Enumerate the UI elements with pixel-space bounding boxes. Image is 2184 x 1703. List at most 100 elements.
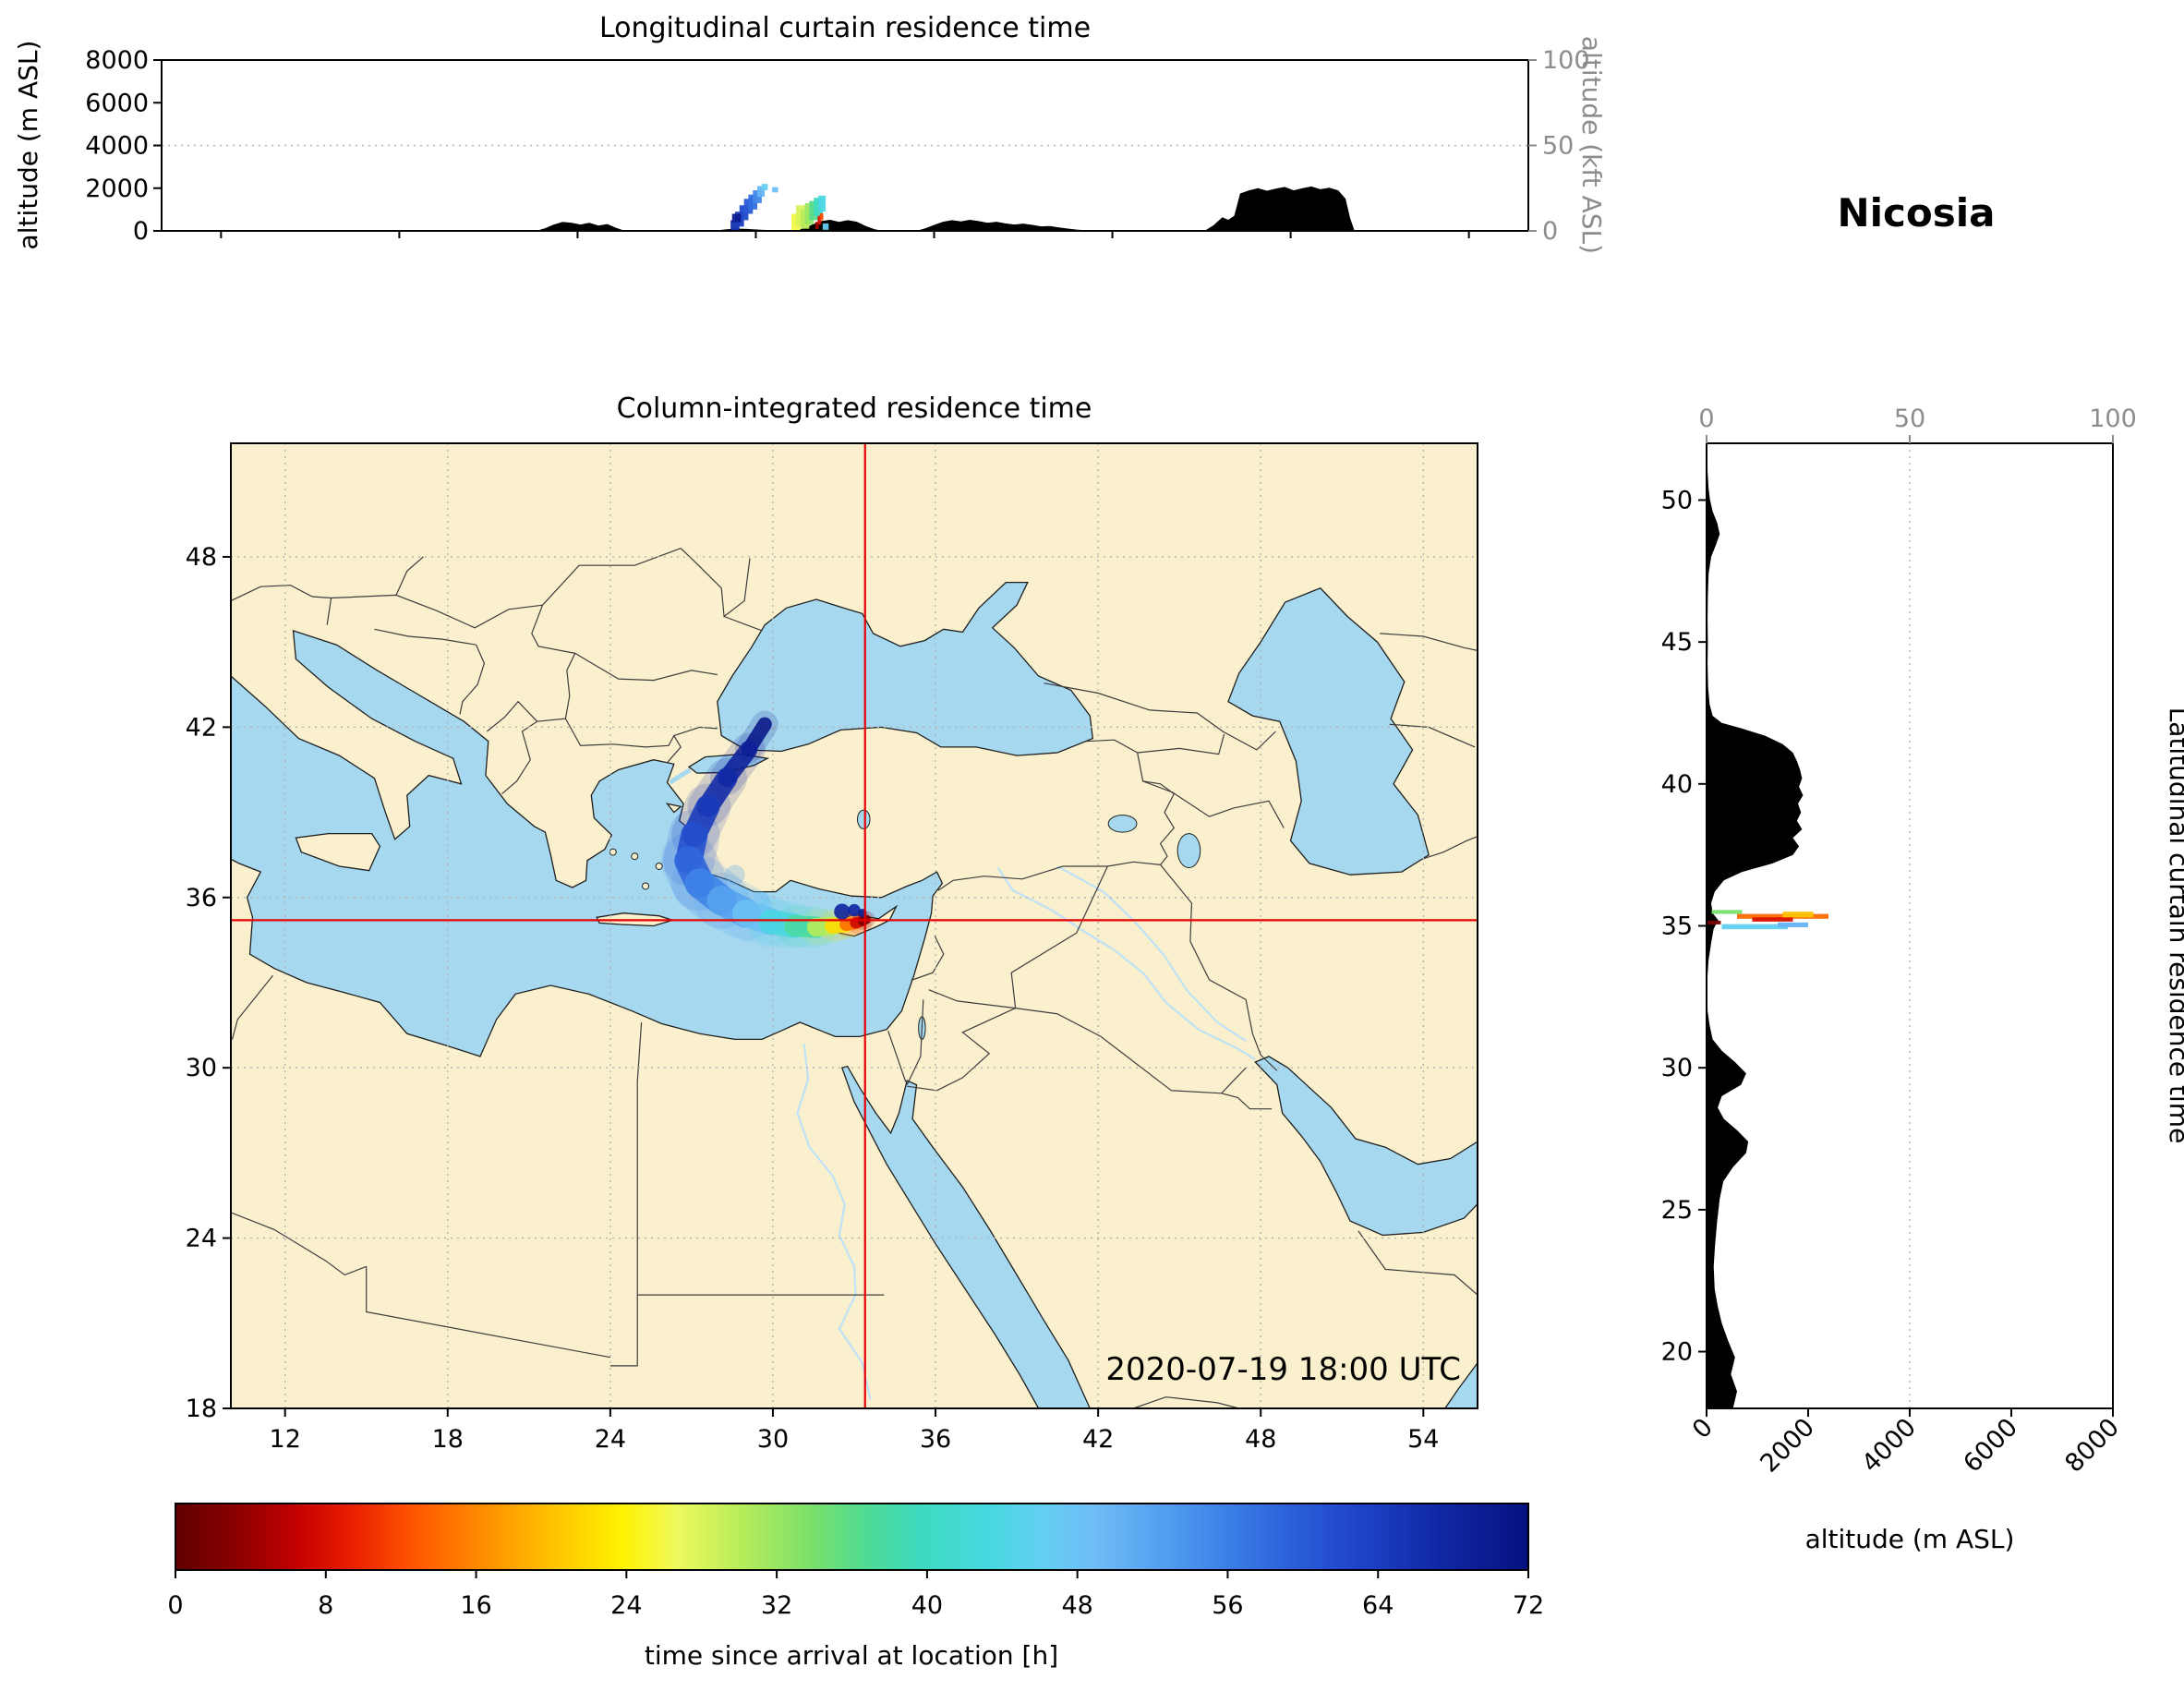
country-border bbox=[1142, 780, 1285, 828]
tick-label: 56 bbox=[1212, 1591, 1243, 1620]
residence-cell bbox=[819, 213, 824, 221]
country-border bbox=[395, 556, 424, 596]
residence-cell bbox=[1711, 910, 1743, 914]
colorbar-gradient bbox=[175, 1503, 1529, 1571]
tick-label: 48 bbox=[1245, 1425, 1276, 1454]
longitudinal-ylabel: altitude (m ASL) bbox=[13, 41, 43, 250]
tick-label: 18 bbox=[186, 1395, 217, 1423]
residence-cell bbox=[753, 190, 762, 203]
longitudinal-curtain-panel: 0 2000 4000 6000 8000 0 50 100 Longitudinal cur… bbox=[13, 12, 1607, 254]
tick-label: 32 bbox=[761, 1591, 792, 1620]
tick-label: 6000 bbox=[85, 89, 149, 117]
country-border bbox=[374, 628, 477, 646]
red-sea bbox=[840, 1065, 1092, 1408]
colorbar-ticks: 0 8 16 24 32 40 48 56 64 72 bbox=[167, 1570, 1544, 1620]
map-residence-plume bbox=[661, 710, 875, 949]
country-border bbox=[928, 989, 1016, 1009]
tick-label: 0 bbox=[1698, 405, 1714, 433]
country-border bbox=[231, 1212, 367, 1276]
country-border bbox=[887, 1031, 907, 1082]
latitudinal-right-label: Latitudinal curtain residence time bbox=[2164, 707, 2184, 1144]
small-island bbox=[642, 882, 650, 890]
tick-label: 30 bbox=[186, 1054, 217, 1082]
country-border bbox=[1421, 836, 1478, 860]
longitudinal-title: Longitudinal curtain residence time bbox=[599, 12, 1091, 44]
latitudinal-residence-cells bbox=[1707, 910, 1828, 930]
residence-cell bbox=[1778, 922, 1808, 928]
sicily-island bbox=[295, 832, 381, 872]
country-border bbox=[1389, 723, 1476, 748]
plume-blob bbox=[848, 903, 861, 917]
longitudinal-y2label: altitude (kft ASL) bbox=[1576, 36, 1607, 254]
residence-cell bbox=[1707, 920, 1721, 924]
colorbar-panel: 0 8 16 24 32 40 48 56 64 72 time since arrival at… bbox=[167, 1503, 1544, 1671]
plume-blob bbox=[725, 864, 745, 885]
country-border bbox=[366, 1266, 611, 1359]
country-border bbox=[331, 594, 543, 629]
tick-label: 36 bbox=[920, 1425, 951, 1454]
caspian-sea bbox=[1227, 587, 1430, 876]
tick-label: 12 bbox=[270, 1425, 301, 1454]
tick-label: 45 bbox=[1661, 628, 1693, 657]
residence-cell bbox=[739, 205, 749, 221]
country-border bbox=[531, 604, 575, 654]
residence-cell bbox=[1782, 912, 1814, 918]
map-title: Column-integrated residence time bbox=[617, 393, 1092, 425]
tick-label: 42 bbox=[1082, 1425, 1114, 1454]
map-ticks: 12 18 24 30 36 42 48 54 18 24 30 36 42 48 bbox=[186, 543, 1440, 1454]
residence-cell bbox=[814, 222, 819, 230]
country-border bbox=[1137, 733, 1225, 755]
longitudinal-terrain-silhouette bbox=[162, 186, 1528, 231]
residence-cell bbox=[817, 215, 822, 225]
lesbos-island bbox=[665, 803, 682, 814]
longitudinal-residence-cells bbox=[730, 184, 829, 231]
terrain-silhouette bbox=[1707, 443, 1804, 1408]
map-graticule bbox=[231, 443, 1478, 1408]
country-border bbox=[1010, 865, 1108, 1009]
plume-blob bbox=[834, 903, 851, 920]
map-country-borders bbox=[231, 548, 1478, 1408]
country-border bbox=[680, 548, 751, 618]
tick-label: 25 bbox=[1661, 1196, 1693, 1225]
country-border bbox=[486, 700, 538, 795]
tick-label: 24 bbox=[610, 1591, 642, 1620]
tick-label: 50 bbox=[1894, 405, 1925, 433]
country-border bbox=[723, 615, 763, 632]
river bbox=[1056, 865, 1247, 1042]
lake bbox=[1176, 833, 1201, 868]
tick-label: 54 bbox=[1407, 1425, 1439, 1454]
tick-label: 18 bbox=[432, 1425, 464, 1454]
terrain-silhouette bbox=[162, 186, 1528, 231]
country-border bbox=[459, 644, 486, 715]
country-border bbox=[1380, 633, 1478, 651]
residence-cell bbox=[761, 184, 768, 191]
country-border bbox=[564, 652, 718, 719]
tick-label: 35 bbox=[1661, 912, 1693, 941]
river bbox=[796, 1043, 872, 1401]
lake bbox=[1107, 815, 1138, 833]
longitudinal-ticks: 0 2000 4000 6000 8000 0 50 100 bbox=[85, 46, 1589, 246]
tick-label: 64 bbox=[1362, 1591, 1394, 1620]
map-sea bbox=[231, 581, 1478, 1408]
tick-label: 0 bbox=[133, 217, 149, 246]
country-border bbox=[937, 861, 1161, 891]
residence-cell bbox=[772, 187, 778, 193]
map-content bbox=[231, 443, 1478, 1408]
country-border bbox=[326, 598, 332, 625]
tick-label: 100 bbox=[2089, 405, 2137, 433]
residence-cell bbox=[800, 209, 810, 229]
country-border bbox=[636, 1021, 643, 1296]
colorbar-label: time since arrival at location [h] bbox=[645, 1640, 1058, 1671]
station-title: Nicosia bbox=[1837, 190, 1995, 236]
country-border bbox=[1133, 1396, 1239, 1408]
tick-label: 42 bbox=[186, 713, 217, 742]
tick-label: 30 bbox=[757, 1425, 789, 1454]
country-border bbox=[1015, 1008, 1247, 1094]
tick-label: 48 bbox=[186, 543, 217, 572]
tick-label: 8000 bbox=[85, 46, 149, 75]
map-frame bbox=[230, 442, 1478, 1409]
country-border bbox=[1357, 1230, 1478, 1296]
country-border bbox=[231, 974, 273, 1040]
country-border bbox=[906, 999, 924, 1085]
